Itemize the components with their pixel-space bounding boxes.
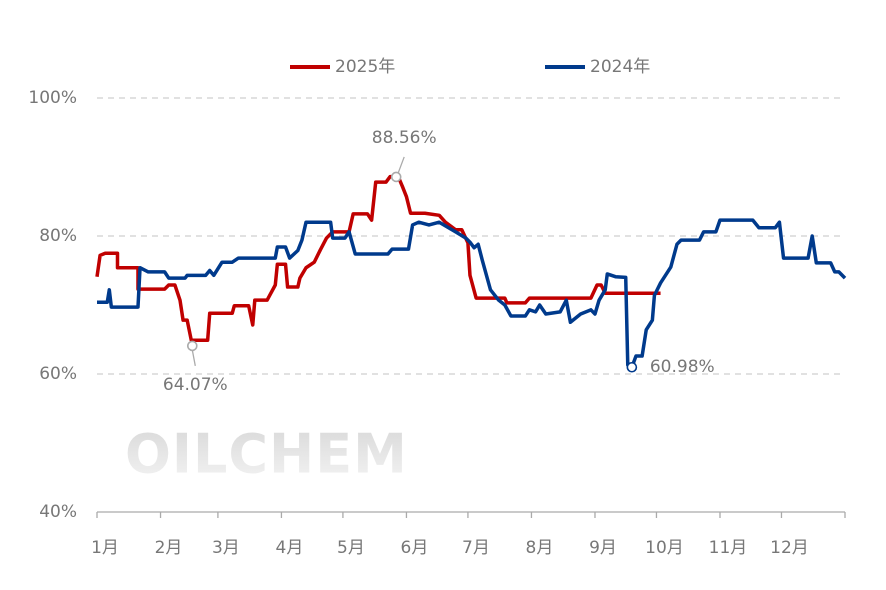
x-tick-label: 11月 (709, 538, 748, 558)
x-tick-label: 5月 (337, 538, 365, 558)
watermark: OILCHEM (125, 423, 408, 486)
x-tick-label: 3月 (212, 538, 240, 558)
x-tick-label: 6月 (401, 538, 429, 558)
leader (191, 349, 196, 367)
annotation-marker (390, 171, 402, 183)
x-tick-label: 2月 (155, 538, 183, 558)
leader (397, 156, 405, 174)
x-tick-label: 12月 (770, 538, 809, 558)
x-tick-label: 9月 (589, 538, 617, 558)
x-tick-label: 10月 (645, 538, 684, 558)
x-tick-label: 8月 (526, 538, 554, 558)
x-tick-label: 4月 (276, 538, 304, 558)
annotation: 64.07% (163, 375, 228, 395)
legend-label: 2025年 (335, 57, 395, 77)
line (95, 174, 661, 342)
line (97, 218, 847, 369)
annotation: 88.56% (372, 128, 437, 148)
annotation: 60.98% (650, 357, 715, 377)
annotation-marker (626, 361, 638, 373)
y-tick-label: 40% (39, 502, 77, 522)
y-tick-label: 60% (39, 364, 77, 384)
annotation-marker (186, 340, 198, 352)
y-tick-label: 100% (28, 88, 77, 108)
y-tick-label: 80% (39, 226, 77, 246)
legend-label: 2024年 (590, 57, 650, 77)
x-tick-label: 7月 (462, 538, 490, 558)
x-tick-label: 1月 (91, 538, 119, 558)
